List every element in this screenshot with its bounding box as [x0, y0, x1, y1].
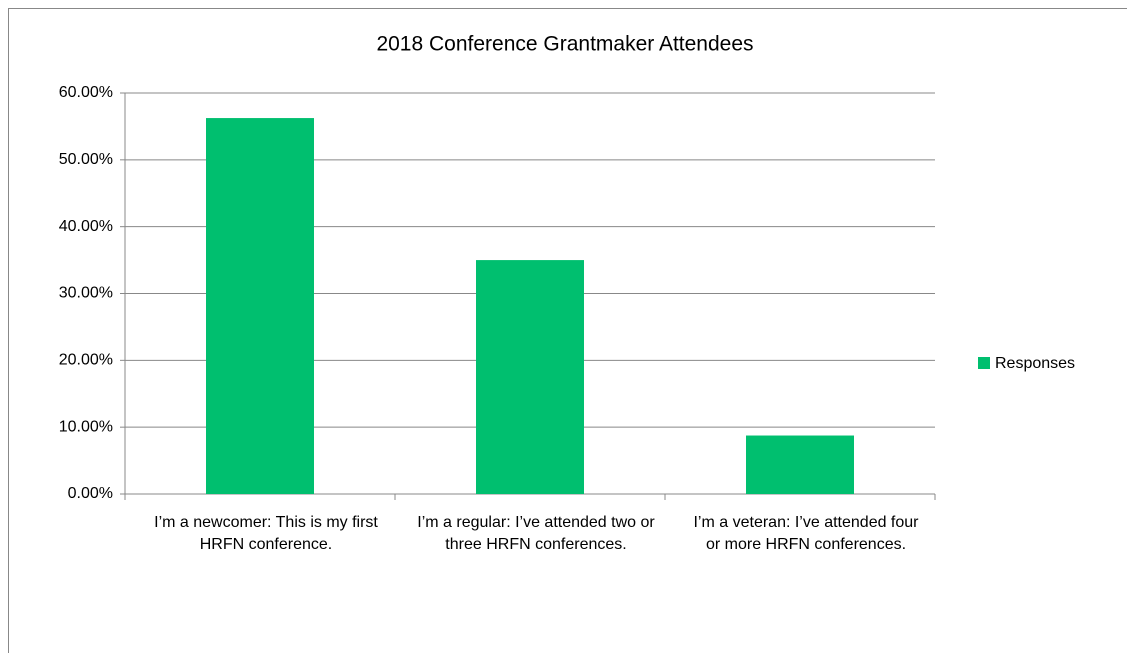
- x-tick-label: I’m a newcomer: This is my first HRFN co…: [154, 514, 378, 553]
- chart-title: 2018 Conference Grantmaker Attendees: [376, 33, 753, 56]
- legend-label: Responses: [995, 355, 1075, 372]
- bar: [476, 260, 584, 494]
- chart-border: [8, 8, 1127, 653]
- y-tick-label: 40.00%: [59, 218, 113, 235]
- y-tick-label: 10.00%: [59, 418, 113, 435]
- y-tick-label: 0.00%: [68, 485, 113, 502]
- legend-swatch: [978, 357, 990, 369]
- y-tick-label: 50.00%: [59, 151, 113, 168]
- bar: [206, 118, 314, 494]
- bar: [746, 435, 854, 494]
- x-tick-label: I’m a veteran: I’ve attended four or mor…: [693, 514, 919, 553]
- y-tick-label: 30.00%: [59, 285, 113, 302]
- x-tick-label: I’m a regular: I’ve attended two or thre…: [417, 514, 655, 553]
- y-tick-label: 20.00%: [59, 352, 113, 369]
- y-tick-label: 60.00%: [59, 84, 113, 101]
